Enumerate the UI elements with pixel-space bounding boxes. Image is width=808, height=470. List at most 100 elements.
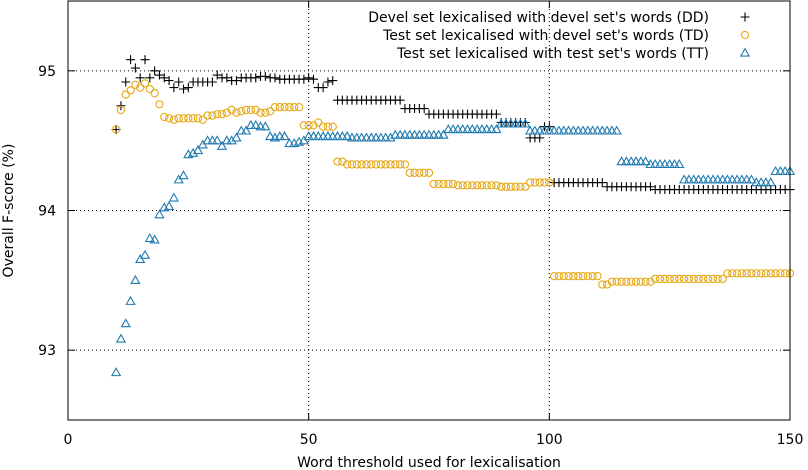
td-point (704, 274, 713, 284)
td-point (756, 269, 766, 278)
tt-point (640, 156, 651, 166)
td-point (747, 269, 756, 278)
td-point (420, 168, 429, 177)
td-point (540, 178, 549, 187)
dd-point (111, 124, 121, 134)
td-point (521, 182, 530, 191)
td-point (232, 108, 241, 117)
tt-point (491, 124, 502, 134)
td-point (622, 277, 631, 286)
td-point (723, 269, 732, 278)
dd-point (145, 73, 155, 83)
td-point (737, 269, 747, 278)
td-point (203, 111, 212, 120)
td-point (362, 160, 371, 169)
dd-point (299, 74, 309, 84)
td-point (602, 280, 612, 289)
td-point (569, 271, 578, 281)
td-point (314, 118, 323, 127)
td-point (352, 160, 361, 169)
x-tick-label: 0 (64, 432, 73, 448)
td-point (771, 269, 780, 278)
td-point (511, 182, 520, 191)
td-point (525, 178, 535, 187)
y-axis-title: Overall F-score (%) (1, 144, 17, 278)
td-point (241, 105, 251, 115)
dd-point (164, 76, 174, 86)
td-point (583, 271, 592, 281)
td-point (453, 181, 463, 190)
dd-point (222, 73, 232, 83)
dd-point (140, 55, 150, 65)
legend-label: Devel set lexicalised with devel set's w… (368, 10, 709, 26)
td-point (679, 274, 689, 284)
dd-point (323, 77, 333, 87)
td-point (174, 114, 183, 123)
tt-point (240, 125, 252, 135)
legend-label: Test set lexicalised with devel set's wo… (382, 28, 709, 44)
td-point (294, 102, 304, 112)
dd-point (251, 73, 261, 83)
td-point (136, 83, 145, 92)
td-point (752, 269, 761, 278)
td-point (184, 114, 193, 123)
td-point (227, 105, 236, 115)
dd-point (395, 95, 405, 105)
tt-point (674, 158, 685, 169)
legend: Devel set lexicalised with devel set's w… (368, 10, 751, 62)
td-point (699, 274, 708, 284)
legend-marker (740, 30, 750, 40)
axis-ticks: 0 50 100 150 93 94 95 (38, 1, 803, 448)
td-point (405, 168, 414, 177)
legend-marker (740, 12, 750, 22)
td-point (554, 271, 564, 281)
tt-point (250, 119, 261, 129)
td-point (208, 111, 217, 120)
dd-point (159, 73, 169, 83)
td-point (492, 181, 501, 190)
td-point (487, 181, 496, 190)
tt-point (168, 192, 180, 202)
td-point (444, 179, 453, 189)
tt-point (139, 249, 151, 259)
tt-point (342, 131, 353, 141)
td-point (266, 107, 275, 116)
td-point (564, 271, 573, 281)
td-point (732, 269, 742, 278)
dd-point (308, 74, 318, 84)
tt-point (163, 200, 175, 210)
td-point (131, 80, 140, 89)
grid-lines (68, 1, 790, 420)
dd-point (179, 84, 189, 94)
td-point (781, 269, 790, 278)
td-point (593, 271, 602, 281)
td-point (150, 89, 159, 98)
tt-point (125, 295, 136, 305)
td-point (708, 274, 718, 284)
td-point (285, 102, 294, 112)
td-point (641, 277, 650, 286)
y-tick-label: 94 (38, 204, 56, 220)
td-point (424, 168, 434, 177)
td-point (415, 168, 424, 177)
td-point (439, 179, 448, 189)
dd-point (154, 70, 164, 80)
td-point (111, 125, 121, 134)
x-axis-title: Word threshold used for lexicalisation (297, 455, 561, 470)
td-point (193, 114, 203, 123)
td-point (160, 112, 169, 122)
td-point (559, 271, 568, 281)
td-point (516, 182, 525, 191)
td-point (694, 274, 703, 284)
td-point (270, 102, 280, 112)
td-point (371, 160, 381, 169)
dd-point (121, 77, 131, 87)
td-point (246, 105, 256, 115)
td-point (675, 274, 684, 284)
dd-point (212, 70, 222, 80)
tt-point (265, 131, 276, 141)
td-point (155, 100, 164, 109)
td-point (728, 269, 737, 278)
tt-point (765, 177, 776, 187)
